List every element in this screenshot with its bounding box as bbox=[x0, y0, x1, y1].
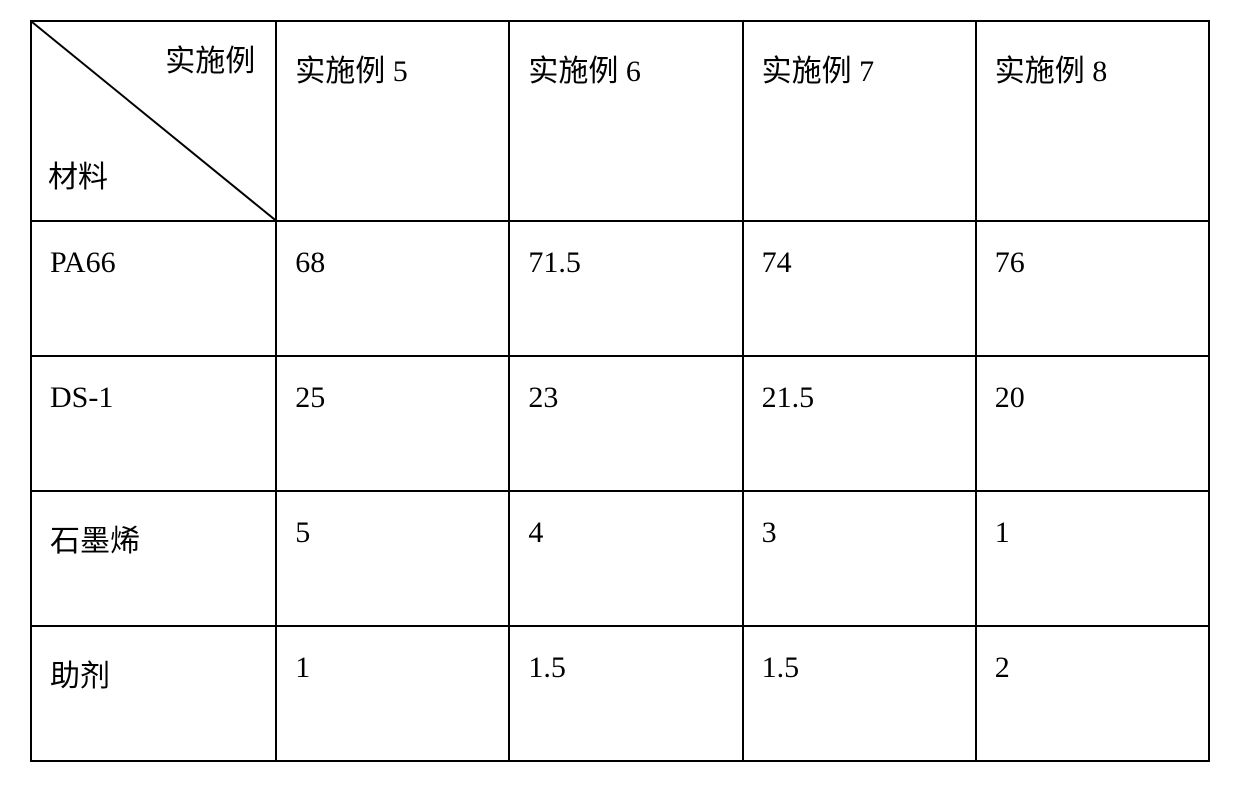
table-cell: 21.5 bbox=[743, 356, 976, 491]
data-table: 实施例 材料 实施例 5 实施例 6 实施例 7 实施例 8 PA66 68 7… bbox=[30, 20, 1210, 762]
table-row: 石墨烯 5 4 3 1 bbox=[31, 491, 1209, 626]
table-cell: 1 bbox=[976, 491, 1209, 626]
row-label: PA66 bbox=[31, 221, 276, 356]
table-cell: 68 bbox=[276, 221, 509, 356]
table-cell: 1.5 bbox=[743, 626, 976, 761]
table-cell: 25 bbox=[276, 356, 509, 491]
diagonal-header-bottom: 材料 bbox=[48, 152, 108, 196]
table-cell: 1.5 bbox=[509, 626, 742, 761]
diagonal-header-top: 实施例 bbox=[165, 36, 255, 80]
table-row: PA66 68 71.5 74 76 bbox=[31, 221, 1209, 356]
table-cell: 2 bbox=[976, 626, 1209, 761]
table-cell: 71.5 bbox=[509, 221, 742, 356]
table-cell: 23 bbox=[509, 356, 742, 491]
table-cell: 4 bbox=[509, 491, 742, 626]
table-cell: 5 bbox=[276, 491, 509, 626]
diagonal-header-cell: 实施例 材料 bbox=[31, 21, 276, 221]
row-label: 助剂 bbox=[31, 626, 276, 761]
table-row: DS-1 25 23 21.5 20 bbox=[31, 356, 1209, 491]
row-label: DS-1 bbox=[31, 356, 276, 491]
table-cell: 74 bbox=[743, 221, 976, 356]
table-header-row: 实施例 材料 实施例 5 实施例 6 实施例 7 实施例 8 bbox=[31, 21, 1209, 221]
table-cell: 3 bbox=[743, 491, 976, 626]
table-cell: 1 bbox=[276, 626, 509, 761]
table-row: 助剂 1 1.5 1.5 2 bbox=[31, 626, 1209, 761]
column-header: 实施例 8 bbox=[976, 21, 1209, 221]
table-cell: 20 bbox=[976, 356, 1209, 491]
column-header: 实施例 6 bbox=[509, 21, 742, 221]
table-cell: 76 bbox=[976, 221, 1209, 356]
column-header: 实施例 7 bbox=[743, 21, 976, 221]
column-header: 实施例 5 bbox=[276, 21, 509, 221]
row-label: 石墨烯 bbox=[31, 491, 276, 626]
